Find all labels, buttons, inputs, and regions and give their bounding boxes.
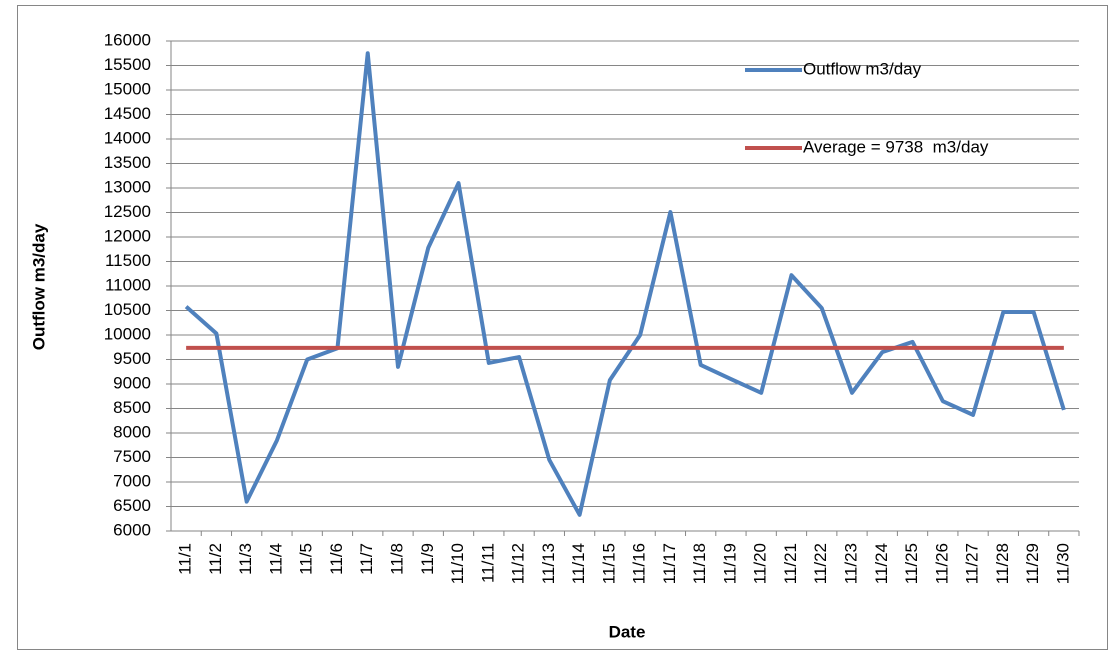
- y-tick-label: 6000: [113, 520, 151, 539]
- x-tick-label: 11/4: [266, 543, 285, 575]
- y-tick-label: 8000: [113, 422, 151, 441]
- x-tick-label: 11/12: [509, 543, 528, 584]
- data-line: [184, 51, 1066, 517]
- x-tick-label: 11/7: [357, 543, 376, 575]
- y-tick-label: 11500: [105, 251, 151, 270]
- x-tick-label: 11/28: [993, 543, 1012, 584]
- x-tick-label: 11/11: [478, 543, 497, 583]
- y-tick-label: 16000: [104, 30, 151, 49]
- x-tick-label: 11/2: [206, 543, 225, 575]
- y-tick-label: 12000: [104, 226, 151, 245]
- x-tick-label: 11/19: [720, 543, 739, 584]
- x-tick-label: 11/16: [630, 543, 649, 584]
- y-tick-label: 6500: [113, 496, 151, 515]
- y-tick-label: 14500: [104, 104, 151, 123]
- x-tick-label: 11/17: [660, 543, 679, 584]
- legend-label: Average = 9738 m3/day: [803, 137, 989, 156]
- x-tick-label: 11/18: [690, 543, 709, 584]
- y-tick-label: 13500: [104, 153, 151, 172]
- x-tick-label: 11/5: [297, 543, 316, 575]
- y-tick-label: 14000: [104, 128, 151, 147]
- chart-border: [17, 5, 1108, 650]
- x-tick-label: 11/30: [1053, 543, 1072, 584]
- x-tick-label: 11/23: [841, 543, 860, 584]
- y-tick-label: 9500: [113, 349, 151, 368]
- y-axis-label: Outflow m3/day: [29, 223, 48, 350]
- x-tick-label: 11/1: [176, 543, 195, 575]
- y-tick-label: 10500: [104, 300, 151, 319]
- x-tick-label: 11/15: [599, 543, 618, 584]
- x-tick-label: 11/21: [781, 543, 800, 584]
- x-tick-label: 11/8: [387, 543, 406, 575]
- x-tick-label: 11/14: [569, 543, 588, 584]
- x-tick-label: 11/22: [811, 543, 830, 584]
- x-tick-label: 11/9: [418, 543, 437, 575]
- y-tick-label: 12500: [104, 202, 151, 221]
- x-tick-label: 11/24: [872, 543, 891, 584]
- y-tick-label: 11000: [105, 275, 151, 294]
- legend-label: Outflow m3/day: [803, 59, 922, 78]
- x-tick-label: 11/20: [751, 543, 770, 584]
- x-tick-label: 11/3: [236, 543, 255, 575]
- x-tick-label: 11/10: [448, 543, 467, 584]
- y-tick-label: 7500: [113, 447, 151, 466]
- x-tick-label: 11/27: [963, 543, 982, 584]
- y-tick-label: 10000: [104, 324, 151, 343]
- y-tick-label: 13000: [104, 177, 151, 196]
- x-tick-label: 11/6: [327, 543, 346, 575]
- x-tick-label: 11/26: [932, 543, 951, 584]
- y-tick-label: 15000: [104, 79, 151, 98]
- y-tick-label: 15500: [104, 55, 151, 74]
- x-tick-label: 11/13: [539, 543, 558, 584]
- x-tick-label: 11/25: [902, 543, 921, 584]
- x-axis-label: Date: [609, 622, 646, 641]
- y-tick-label: 7000: [113, 471, 151, 490]
- y-tick-label: 8500: [113, 398, 151, 417]
- y-tick-label: 9000: [113, 373, 151, 392]
- x-tick-label: 11/29: [1023, 543, 1042, 584]
